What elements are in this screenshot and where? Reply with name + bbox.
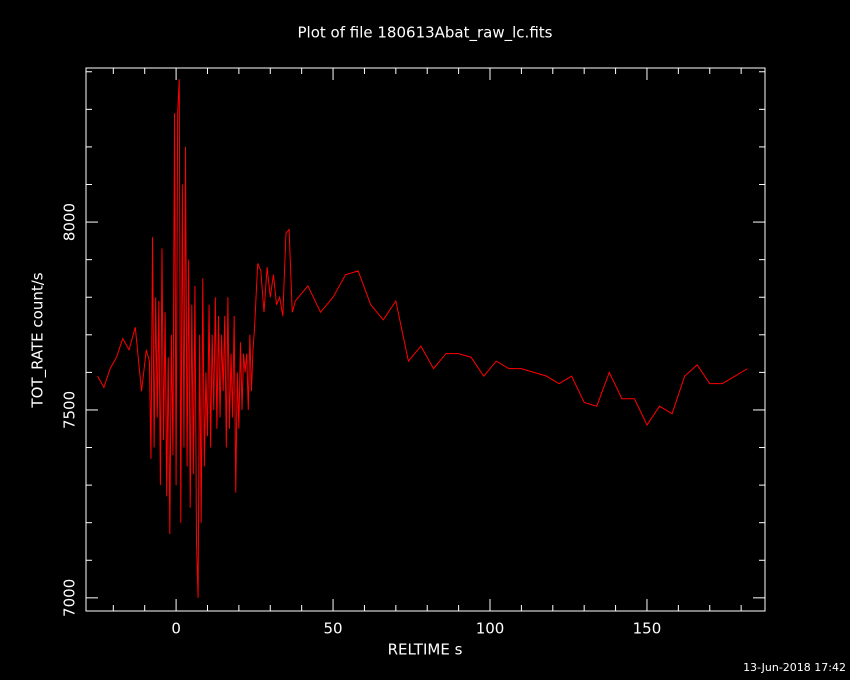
y-tick-label: 7500 [61, 391, 79, 429]
y-tick-label: 7000 [61, 579, 79, 617]
chart-title: Plot of file 180613Abat_raw_lc.fits [298, 24, 553, 43]
x-tick-label: 100 [476, 620, 505, 638]
plot-frame [85, 67, 766, 612]
data-line [97, 79, 748, 598]
x-tick-label: 50 [324, 620, 343, 638]
x-tick-label: 0 [171, 620, 181, 638]
x-axis-label: RELTIME s [388, 641, 463, 659]
y-axis-label: TOT_RATE count/s [29, 272, 48, 408]
x-tick-label: 150 [633, 620, 662, 638]
timestamp: 13-Jun-2018 17:42 [743, 661, 846, 674]
y-tick-label: 8000 [61, 203, 79, 241]
